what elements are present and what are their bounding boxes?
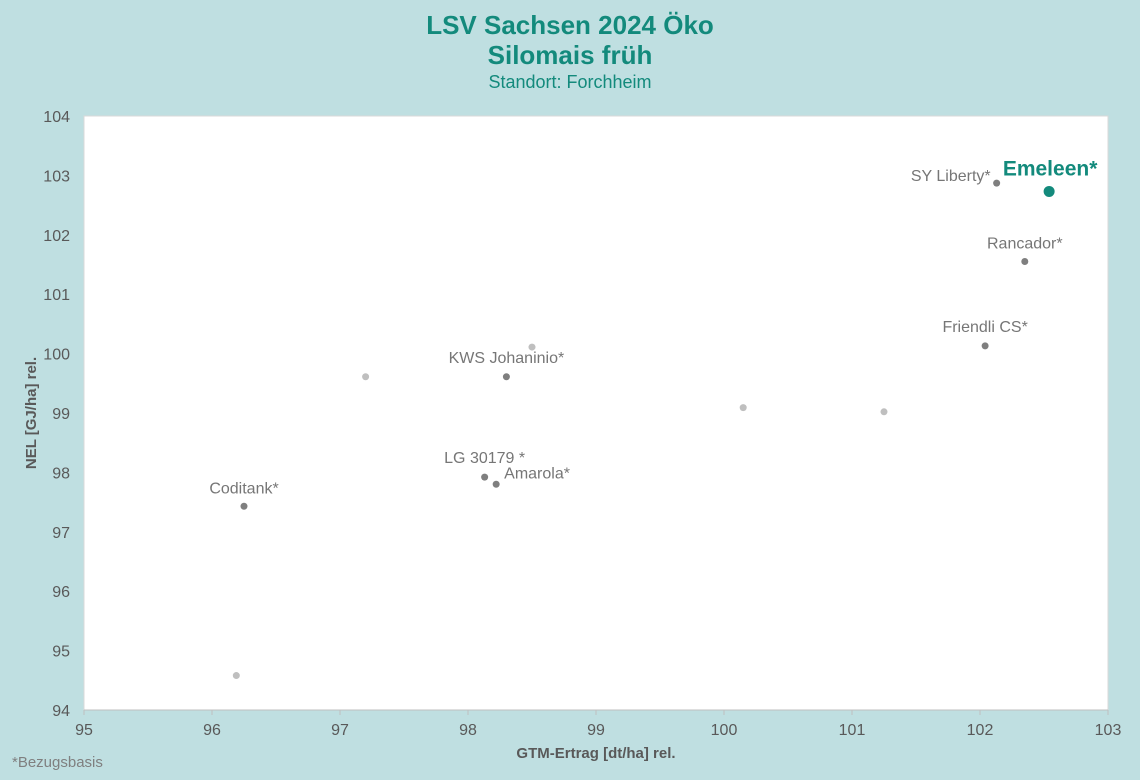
y-tick-label: 98: [52, 465, 70, 482]
data-point-unlabeled: [739, 404, 747, 412]
data-labels: Emeleen* SY Liberty* Rancador* Friendli CS*…: [209, 157, 1098, 497]
data-point-coditank: [240, 502, 248, 510]
data-point-amarola: [492, 480, 500, 488]
data-label: Coditank*: [209, 480, 278, 497]
data-point-sy-liberty: [993, 179, 1001, 187]
chart-subtitle: Silomais früh: [487, 40, 653, 70]
data-point-unlabeled: [362, 373, 370, 381]
x-tick-label: 101: [839, 722, 866, 739]
data-point-unlabeled: [880, 408, 888, 416]
x-tick-label: 98: [459, 722, 477, 739]
x-tick-label: 100: [711, 722, 738, 739]
y-tick-label: 103: [43, 168, 70, 185]
data-label: KWS Johaninio*: [449, 350, 565, 367]
y-tick-label: 100: [43, 347, 70, 364]
x-axis: 95 96 97 98 99 100 101 102 103: [75, 710, 1121, 739]
chart-title: LSV Sachsen 2024 Öko: [426, 10, 714, 40]
chart-location: Standort: Forchheim: [488, 72, 652, 92]
data-label: Rancador*: [987, 236, 1063, 253]
y-tick-label: 94: [52, 703, 70, 720]
x-axis-label: GTM-Ertrag [dt/ha] rel.: [516, 745, 675, 762]
data-point-friendli-cs: [981, 342, 989, 350]
x-tick-label: 95: [75, 722, 93, 739]
plot-area: [83, 115, 1109, 711]
chart-title-block: LSV Sachsen 2024 Öko Silomais früh Stand…: [0, 10, 1140, 94]
data-points: [232, 179, 1055, 680]
x-tick-label: 102: [967, 722, 994, 739]
data-point-unlabeled: [232, 672, 240, 680]
y-axis-label: NEL [GJ/ha] rel.: [23, 357, 40, 469]
data-label: SY Liberty*: [911, 168, 991, 185]
x-tick-label: 97: [331, 722, 349, 739]
y-axis: 94 95 96 97 98 99 100 101 102 103 104: [43, 109, 70, 720]
data-point-unlabeled: [528, 343, 536, 351]
data-label: Friendli CS*: [942, 319, 1027, 336]
y-tick-label: 99: [52, 406, 70, 423]
data-label: LG 30179 *: [444, 450, 525, 467]
y-tick-label: 101: [43, 287, 70, 304]
y-tick-label: 97: [52, 525, 70, 542]
x-tick-label: 96: [203, 722, 221, 739]
x-tick-label: 103: [1095, 722, 1122, 739]
data-point-lg-30179: [481, 473, 489, 481]
data-point-rancador: [1021, 258, 1029, 266]
y-tick-label: 95: [52, 644, 70, 661]
y-tick-label: 104: [43, 109, 70, 126]
y-tick-label: 102: [43, 228, 70, 245]
data-point-emeleen: [1043, 185, 1055, 197]
data-label: Emeleen*: [1003, 157, 1098, 180]
footnote: *Bezugsbasis: [12, 754, 103, 771]
y-tick-label: 96: [52, 584, 70, 601]
data-label: Amarola*: [504, 465, 570, 482]
x-tick-label: 99: [587, 722, 605, 739]
data-point-kws-johaninio: [502, 373, 510, 381]
